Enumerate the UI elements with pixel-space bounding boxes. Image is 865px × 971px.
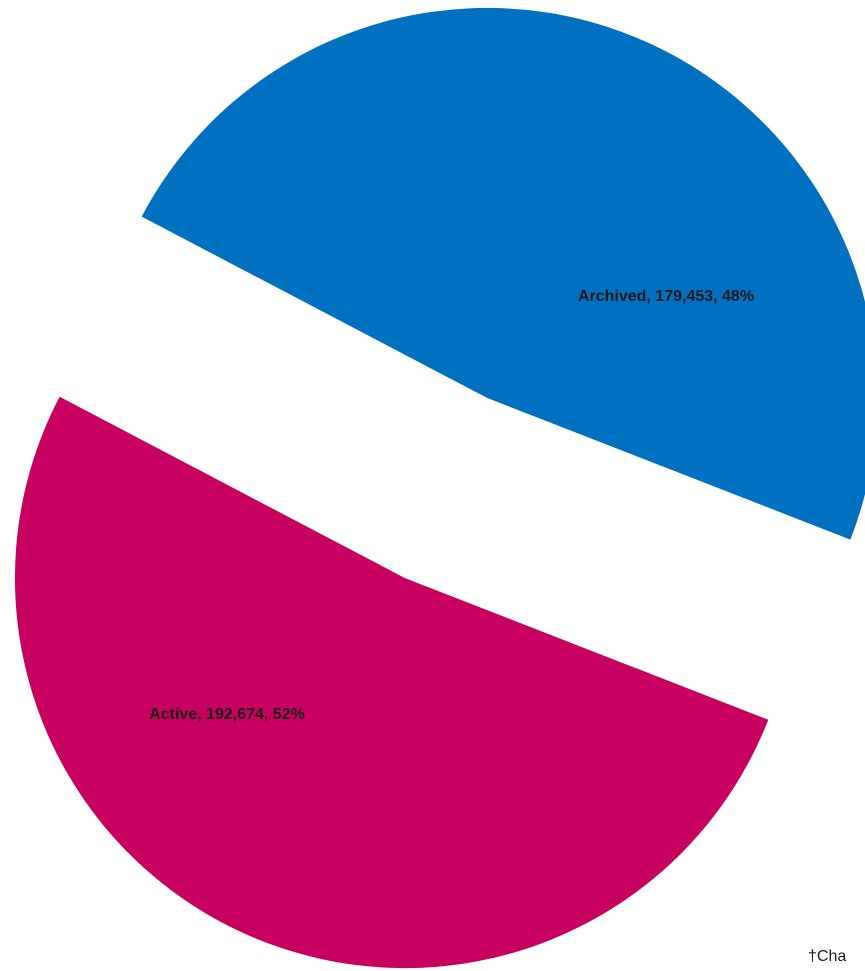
slice-label: Active, 192,674, 52% — [149, 706, 305, 723]
pie-slice — [14, 396, 769, 969]
slice-label: Archived, 179,453, 48% — [578, 288, 754, 305]
data-labels: Archived, 179,453, 48% Active, 192,674, 5… — [149, 288, 754, 723]
footnote: †Cha — [808, 948, 846, 965]
pie — [14, 7, 865, 969]
pie-slice — [141, 7, 865, 540]
